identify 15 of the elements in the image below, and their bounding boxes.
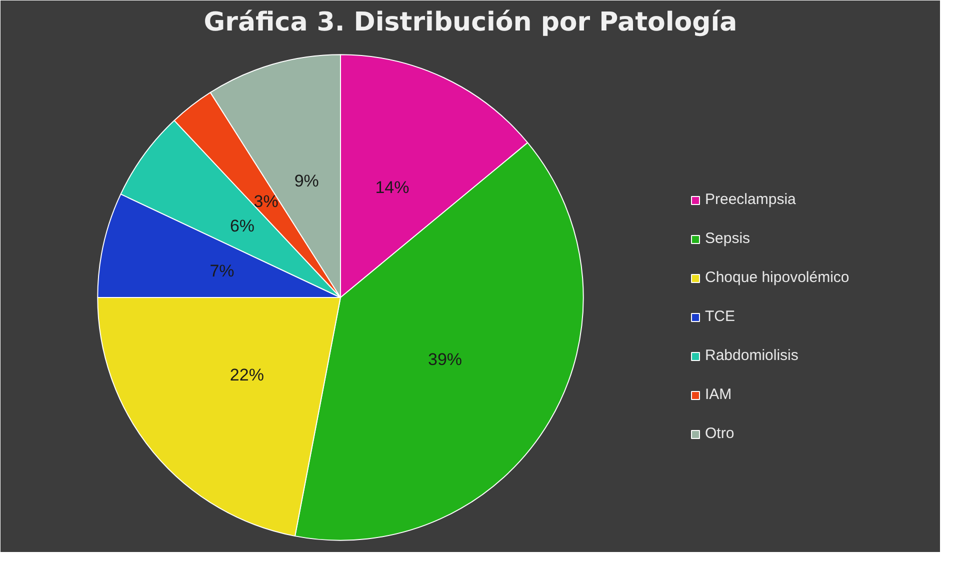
data-label: 39% bbox=[428, 350, 462, 369]
data-label: 6% bbox=[230, 216, 255, 236]
legend-label: Sepsis bbox=[705, 230, 750, 247]
chart-title: Gráfica 3. Distribución por Patología bbox=[204, 8, 738, 38]
data-label: 3% bbox=[254, 192, 278, 212]
legend-label: TCE bbox=[705, 308, 735, 325]
data-label: 22% bbox=[230, 365, 264, 384]
legend-label: Choque hipovolémico bbox=[705, 269, 850, 286]
legend-label: Rabdomiolisis bbox=[705, 347, 798, 364]
data-label: 7% bbox=[210, 262, 234, 281]
data-label: 14% bbox=[375, 178, 410, 198]
data-label: 9% bbox=[294, 171, 319, 190]
legend-label: Preeclampsia bbox=[705, 191, 796, 208]
legend-label: Otro bbox=[705, 425, 734, 442]
legend-label: IAM bbox=[705, 386, 732, 403]
